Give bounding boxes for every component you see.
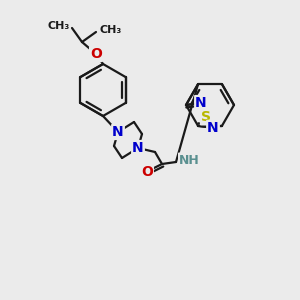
Text: N: N — [195, 96, 207, 110]
Text: N: N — [112, 125, 124, 139]
Text: NH: NH — [179, 154, 200, 166]
Text: O: O — [90, 47, 102, 61]
Text: N: N — [207, 121, 219, 135]
Text: N: N — [132, 141, 144, 155]
Text: CH₃: CH₃ — [48, 21, 70, 31]
Text: O: O — [141, 165, 153, 179]
Text: S: S — [201, 110, 211, 124]
Text: CH₃: CH₃ — [99, 25, 121, 35]
